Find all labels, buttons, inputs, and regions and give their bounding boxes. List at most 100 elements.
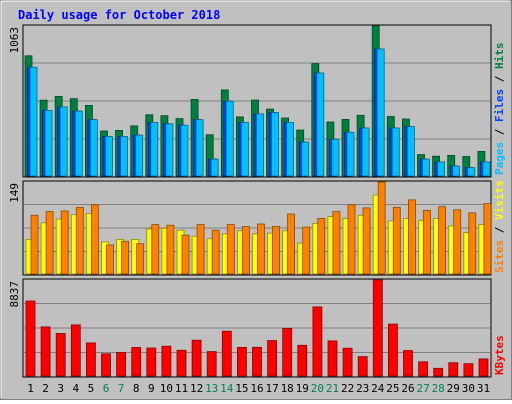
hits-files-pages-bar-pages-day-15 (240, 122, 249, 177)
hits-files-pages-bar-pages-day-3 (59, 106, 68, 177)
sites-visits-bar-sites-day-25 (392, 206, 401, 275)
day-axis-labels: 1 2 3 4 5 6 7 8 9 10 11 12 13 14 15 16 17 18 19 20 21 22 23 24 2… (27, 382, 490, 395)
sites-visits-panel: 149 Sites / Visits (8, 180, 506, 276)
sites-visits-bar-sites-day-11 (181, 234, 190, 275)
hits-files-pages-legend-part: Hits (493, 43, 506, 70)
day-label-27: 27 (416, 382, 429, 395)
day-label-10: 10 (160, 382, 173, 395)
kbytes-bar-kbytes-day-30 (463, 363, 474, 377)
hits-files-pages-panel: 1063 Pages / Files / Hits (8, 24, 506, 178)
kbytes-bar-kbytes-day-21 (327, 340, 338, 377)
day-label-4: 4 (72, 382, 79, 395)
sites-visits-bar-sites-day-13 (211, 229, 220, 275)
kbytes-bar-kbytes-day-5 (86, 342, 96, 377)
sites-visits-bar-sites-day-27 (423, 209, 431, 275)
sites-visits-bar-sites-day-28 (438, 206, 447, 275)
hits-files-pages-y-max-label: 1063 (8, 27, 21, 54)
kbytes-bar-kbytes-day-22 (342, 347, 353, 377)
day-label-13: 13 (205, 382, 218, 395)
hits-files-pages-bar-pages-day-27 (422, 158, 430, 177)
day-label-24: 24 (371, 382, 385, 395)
hits-files-pages-bar-pages-day-8 (135, 134, 144, 177)
hits-files-pages-bar-pages-day-10 (165, 123, 174, 177)
day-label-12: 12 (190, 382, 203, 395)
hits-files-pages-bar-pages-day-29 (452, 165, 461, 177)
kbytes-bar-kbytes-day-25 (387, 323, 398, 377)
day-label-29: 29 (447, 382, 460, 395)
hits-files-pages-bar-pages-day-23 (361, 127, 370, 177)
day-label-28: 28 (432, 382, 445, 395)
sites-visits-bar-sites-day-23 (362, 207, 371, 275)
day-label-14: 14 (220, 382, 234, 395)
kbytes-bar-kbytes-day-19 (297, 344, 308, 377)
sites-visits-bar-sites-day-1 (30, 214, 39, 275)
sites-visits-bar-sites-day-3 (60, 210, 69, 275)
kbytes-bar-kbytes-day-8 (131, 347, 142, 377)
hits-files-pages-bar-pages-day-9 (150, 122, 159, 177)
kbytes-bar-kbytes-day-23 (357, 356, 368, 377)
hits-files-pages-bar-pages-day-6 (105, 136, 113, 177)
sites-visits-bar-sites-day-9 (151, 224, 160, 275)
kbytes-bar-kbytes-day-31 (478, 358, 489, 377)
day-label-18: 18 (281, 382, 294, 395)
day-label-1: 1 (27, 382, 34, 395)
hits-files-pages-legend-part: Pages (493, 142, 506, 175)
sites-visits-legend: Sites / Visits (493, 180, 506, 273)
sites-visits-bar-sites-day-7 (121, 240, 129, 275)
kbytes-y-max-label: 8837 (8, 281, 21, 308)
sites-visits-bar-sites-day-29 (453, 209, 462, 275)
hits-files-pages-bar-pages-day-17 (271, 112, 279, 177)
sites-visits-y-max-label: 149 (8, 183, 21, 203)
hits-files-pages-bar-pages-day-16 (256, 113, 264, 177)
hits-files-pages-legend-part: Files (493, 89, 506, 122)
sites-visits-bar-sites-day-26 (407, 199, 416, 275)
day-label-8: 8 (133, 382, 140, 395)
kbytes-bar-kbytes-day-12 (191, 339, 202, 377)
hits-files-pages-bar-pages-day-28 (437, 161, 446, 177)
kbytes-bar-kbytes-day-17 (267, 340, 278, 377)
hits-files-pages-legend: Pages / Files / Hits (493, 43, 506, 176)
kbytes-bar-kbytes-day-9 (146, 347, 157, 377)
sites-visits-bar-sites-day-4 (75, 206, 84, 275)
hits-files-pages-bar-pages-day-24 (376, 48, 385, 177)
hits-files-pages-bar-pages-day-18 (286, 122, 295, 177)
day-label-6: 6 (103, 382, 110, 395)
sites-visits-bar-sites-day-24 (377, 181, 386, 275)
sites-visits-bar-sites-day-16 (257, 223, 265, 275)
day-label-30: 30 (462, 382, 475, 395)
day-label-7: 7 (118, 382, 125, 395)
sites-visits-bar-sites-day-18 (287, 213, 296, 275)
sites-visits-legend-part: Visits (493, 180, 506, 220)
day-label-21: 21 (326, 382, 339, 395)
kbytes-bar-kbytes-day-10 (161, 345, 172, 377)
kbytes-bar-kbytes-day-15 (236, 346, 247, 377)
day-label-3: 3 (57, 382, 64, 395)
kbytes-bar-kbytes-day-7 (116, 351, 126, 377)
hits-files-pages-bar-pages-day-25 (391, 127, 400, 177)
sites-visits-bar-sites-day-21 (332, 211, 341, 275)
day-label-19: 19 (296, 382, 309, 395)
hits-files-pages-bar-pages-day-30 (467, 167, 476, 177)
kbytes-bar-kbytes-day-13 (206, 351, 217, 377)
sites-visits-bar-sites-day-8 (136, 243, 145, 275)
hits-files-pages-bar-pages-day-31 (482, 161, 491, 177)
sites-visits-bar-sites-day-14 (226, 224, 235, 275)
sites-visits-bar-sites-day-15 (241, 226, 250, 275)
hits-files-pages-bar-pages-day-13 (210, 158, 219, 177)
kbytes-bar-kbytes-day-20 (312, 306, 323, 377)
sites-visits-bar-sites-day-30 (468, 212, 477, 275)
hits-files-pages-legend-part: / (493, 69, 506, 89)
kbytes-bar-kbytes-day-28 (433, 367, 444, 377)
kbytes-bar-kbytes-day-16 (252, 346, 262, 377)
kbytes-bar-kbytes-day-3 (55, 332, 66, 377)
hits-files-pages-bar-pages-day-12 (195, 119, 204, 177)
day-label-31: 31 (477, 382, 490, 395)
sites-visits-bar-sites-day-19 (302, 226, 311, 275)
kbytes-bar-kbytes-day-24 (372, 279, 383, 377)
day-label-17: 17 (265, 382, 278, 395)
hits-files-pages-bar-pages-day-20 (316, 72, 325, 177)
sites-visits-bar-sites-day-12 (196, 224, 205, 275)
hits-files-pages-bar-pages-day-5 (90, 119, 98, 177)
kbytes-bar-kbytes-day-14 (221, 330, 232, 377)
